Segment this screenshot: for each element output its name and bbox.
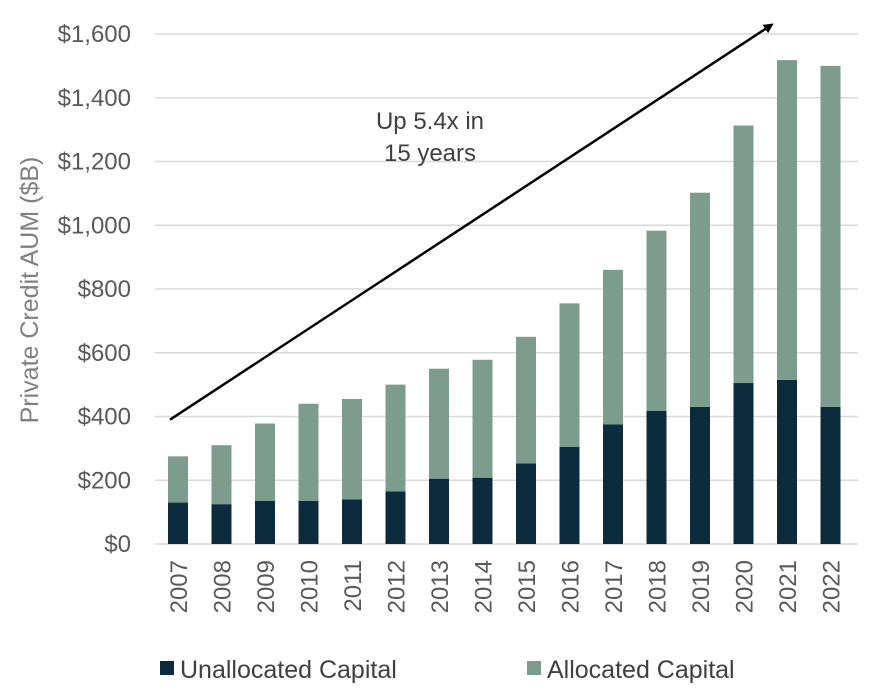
- bar-allocated-2020: [733, 125, 754, 384]
- bar-allocated-2017: [603, 269, 623, 425]
- x-tick-label: 2012: [384, 560, 411, 613]
- legend-label-unallocated: Unallocated Capital: [180, 656, 397, 684]
- annotation-line-2: 15 years: [384, 140, 476, 167]
- bar-allocated-2016: [559, 303, 580, 447]
- x-tick-label: 2014: [471, 560, 498, 613]
- x-tick-label: 2007: [166, 560, 193, 613]
- bar-allocated-2019: [690, 192, 710, 407]
- y-tick-label: $1,200: [58, 149, 131, 176]
- bar-unallocated-2016: [559, 446, 580, 544]
- y-tick-label: $600: [78, 340, 131, 367]
- bar-unallocated-2010: [298, 500, 319, 544]
- bar-unallocated-2018: [646, 410, 667, 544]
- bar-unallocated-2017: [603, 424, 623, 544]
- bar-unallocated-2007: [168, 502, 188, 544]
- y-axis-ticks: $0 $200 $400 $600 $800 $1,000 $1,200 $1,400 $1,6…: [58, 21, 131, 558]
- y-tick-label: $800: [78, 276, 131, 303]
- x-tick-label: 2009: [253, 560, 280, 613]
- x-tick-label: 2021: [775, 560, 802, 613]
- bar-allocated-2012: [385, 384, 406, 492]
- x-tick-label: 2013: [427, 560, 454, 613]
- bar-allocated-2022: [820, 65, 841, 407]
- bar-allocated-2007: [168, 456, 188, 503]
- bar-allocated-2009: [255, 423, 275, 501]
- x-tick-label: 2010: [297, 560, 324, 613]
- x-tick-label: 2020: [732, 560, 759, 613]
- x-tick-label: 2018: [645, 560, 672, 613]
- bar-allocated-2021: [777, 60, 797, 380]
- bar-unallocated-2013: [429, 478, 449, 544]
- x-tick-label: 2017: [601, 560, 628, 613]
- trend-arrow: [169, 23, 774, 421]
- bar-allocated-2015: [516, 336, 536, 464]
- bar-unallocated-2014: [472, 477, 493, 544]
- legend-swatch-unallocated: [160, 661, 174, 675]
- legend: Unallocated Capital Allocated Capital: [160, 656, 735, 684]
- bar-allocated-2013: [429, 368, 449, 479]
- y-axis-label: Private Credit AUM ($B): [16, 157, 44, 424]
- y-tick-label: $1,000: [58, 212, 131, 239]
- bar-unallocated-2011: [342, 499, 362, 544]
- legend-label-allocated: Allocated Capital: [547, 656, 735, 684]
- legend-swatch-allocated: [527, 661, 541, 675]
- bar-unallocated-2008: [211, 504, 232, 544]
- x-tick-label: 2011: [340, 560, 367, 612]
- x-axis-ticks: 2007 2008 2009 2010 2011 2012 2013 2014 2015 2016…: [166, 560, 846, 613]
- x-tick-label: 2015: [514, 560, 541, 613]
- y-tick-label: $0: [104, 531, 131, 558]
- y-tick-label: $400: [78, 404, 131, 431]
- bar-allocated-2008: [211, 445, 232, 505]
- y-tick-label: $1,400: [58, 85, 131, 112]
- bar-allocated-2011: [342, 398, 362, 500]
- x-tick-label: 2022: [819, 560, 846, 613]
- y-tick-label: $1,600: [58, 21, 131, 48]
- bar-unallocated-2019: [690, 406, 710, 544]
- bar-allocated-2010: [298, 403, 319, 501]
- bar-allocated-2018: [646, 230, 667, 411]
- bars: [168, 60, 841, 544]
- x-tick-label: 2019: [688, 560, 715, 613]
- x-tick-label: 2008: [210, 560, 237, 613]
- x-tick-label: 2016: [558, 560, 585, 613]
- bar-unallocated-2015: [516, 463, 536, 544]
- bar-unallocated-2009: [255, 500, 275, 544]
- bar-allocated-2014: [472, 359, 493, 478]
- bar-unallocated-2022: [820, 406, 841, 544]
- bar-unallocated-2020: [733, 383, 754, 544]
- bar-unallocated-2021: [777, 379, 797, 544]
- y-tick-label: $200: [78, 467, 131, 494]
- annotation-line-1: Up 5.4x in: [376, 108, 484, 135]
- bar-unallocated-2012: [385, 491, 406, 544]
